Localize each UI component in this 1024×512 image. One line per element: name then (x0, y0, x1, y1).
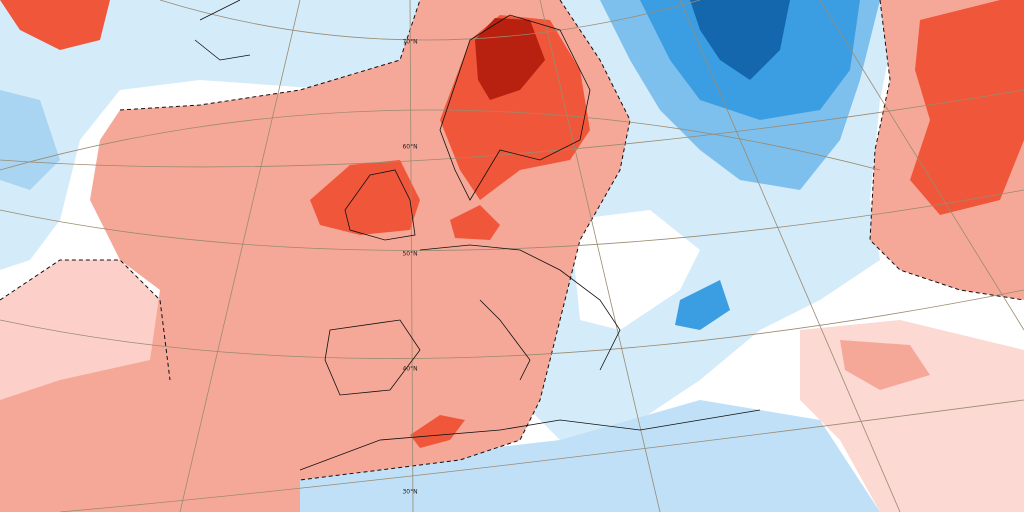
latitude-label: 70°N (402, 39, 417, 46)
contour-line (299, 0, 631, 481)
strong-warm-area (410, 415, 465, 448)
latitude-label: 60°N (402, 144, 417, 151)
coastline (324, 319, 421, 396)
extreme-warm-area (475, 18, 545, 100)
coastline (419, 244, 621, 371)
strong-cold-area (690, 0, 790, 80)
graticule (819, 0, 1024, 331)
latitude-label: 30°N (402, 489, 417, 496)
graticule (0, 89, 1024, 168)
graticule (679, 0, 901, 512)
strong-warm-area (0, 0, 110, 50)
warm-anomaly-area (840, 340, 930, 390)
neutral-area (570, 210, 700, 330)
graticule (179, 0, 301, 512)
latitude-label: 50°N (402, 251, 417, 258)
cool-anomaly-area (0, 0, 420, 270)
strong-warm-area (310, 160, 420, 235)
graticule (409, 0, 414, 512)
graticule (159, 0, 701, 41)
cold-anomaly-area (675, 280, 730, 330)
graticule (59, 399, 1024, 512)
graticule (0, 109, 881, 171)
contour-line (869, 0, 1024, 301)
cool-anomaly-area (0, 90, 60, 190)
strong-warm-area (450, 205, 500, 240)
coastline (299, 409, 761, 471)
coastline (194, 0, 251, 61)
strong-warm-area (910, 0, 1024, 215)
coastline (439, 14, 591, 201)
graticule (539, 0, 661, 512)
coastline (344, 169, 416, 241)
latitude-label: 40°N (402, 366, 417, 373)
coastline (479, 299, 531, 381)
graticule (0, 289, 1024, 359)
graticule (0, 189, 1024, 251)
